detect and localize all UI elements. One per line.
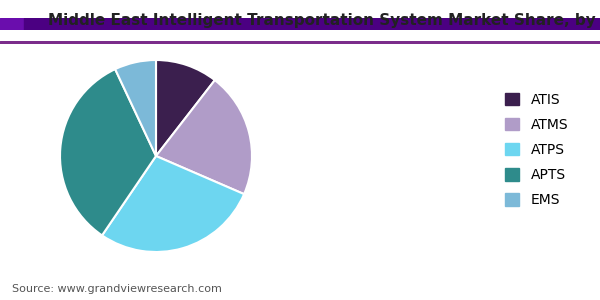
Wedge shape bbox=[115, 60, 156, 156]
Wedge shape bbox=[156, 60, 215, 156]
Text: Source: www.grandviewresearch.com: Source: www.grandviewresearch.com bbox=[12, 284, 222, 294]
Bar bbox=[0, 18, 24, 30]
Wedge shape bbox=[102, 156, 244, 252]
Legend: ATIS, ATMS, ATPS, APTS, EMS: ATIS, ATMS, ATPS, APTS, EMS bbox=[499, 86, 575, 214]
Text: Middle East Intelligent Transportation System Market Share, by type, 2017 (%): Middle East Intelligent Transportation S… bbox=[48, 14, 600, 28]
Wedge shape bbox=[156, 80, 252, 194]
Wedge shape bbox=[60, 69, 156, 236]
